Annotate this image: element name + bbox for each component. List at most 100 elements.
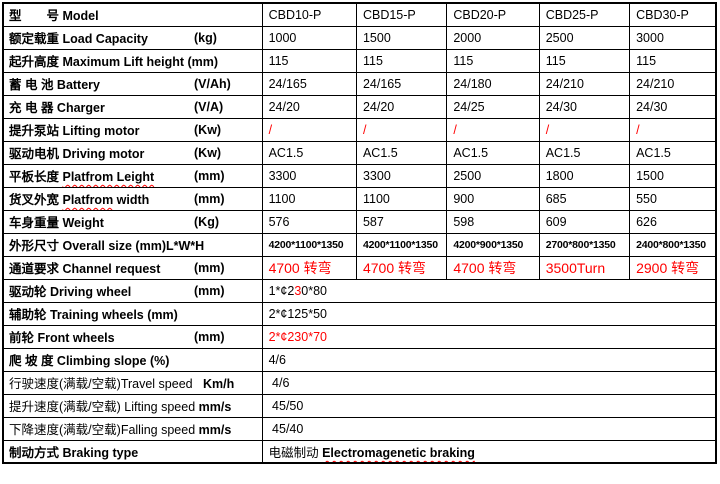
value-weight-col3: 598 [446, 209, 540, 234]
value-platform-width-col3: 900 [446, 186, 540, 211]
row-label-text: 前轮 Front wheels [9, 331, 115, 345]
row-unit: (mm) [194, 283, 225, 298]
value-lift-height-col1: 115 [261, 48, 357, 73]
row-unit: (mm) [194, 329, 225, 344]
row-unit: (mm) [194, 260, 225, 275]
row-label-lift-height: 起升高度 Maximum Lift height (mm) [2, 48, 263, 73]
row-label-text: 外形尺寸 Overall size (mm)L*W*H [9, 239, 205, 253]
value-channel-request-col1: 4700 转弯 [261, 255, 357, 280]
value-lifting-motor-col4: / [538, 117, 631, 142]
value-lift-height-col3: 115 [446, 48, 540, 73]
row-label-text: 额定载重 Load Capacity [9, 32, 148, 46]
value-lifting-motor-col5: / [629, 117, 717, 142]
row-label-text: 爬 坡 度 Climbing slope (%) [9, 354, 170, 368]
row-label-front-wheels: 前轮 Front wheels (mm) [2, 324, 263, 349]
row-label-text: 制动方式 Braking type [9, 445, 139, 460]
value-falling-speed: 45/40 [261, 416, 717, 441]
value-lifting-speed: 45/50 [261, 393, 717, 418]
value-channel-request-col3: 4700 转弯 [446, 255, 540, 280]
value-platform-width-col5: 550 [629, 186, 717, 211]
row-label-text: 平板长度 Platfrom Leight [9, 170, 155, 184]
value-weight-col5: 626 [629, 209, 717, 234]
table-row-falling-speed: 下降速度(满载/空载)Falling speed mm/s 45/40 [2, 416, 717, 441]
value-lift-height-col2: 115 [355, 48, 448, 73]
value-charger-col3: 24/25 [446, 94, 540, 119]
value-platform-width-col1: 1100 [261, 186, 357, 211]
value-platform-length-col4: 1800 [538, 163, 631, 188]
value-battery-col3: 24/180 [446, 71, 540, 96]
table-row-driving-wheel: 驱动轮 Driving wheel (mm) 1*¢230*80 [2, 278, 717, 303]
value-platform-length-col5: 1500 [629, 163, 717, 188]
value-platform-length-col2: 3300 [355, 163, 448, 188]
value-front-wheels: 2*¢230*70 [261, 324, 717, 349]
value-charger-col4: 24/30 [538, 94, 631, 119]
table-row-platform-width: 货叉外宽 Platfrom width (mm) 1100 1100 900 685 550 [2, 186, 717, 211]
row-label-text: 起升高度 Maximum Lift height (mm) [9, 55, 219, 69]
table-row-travel-speed: 行驶速度(满载/空载)Travel speed Km/h 4/6 [2, 370, 717, 395]
row-label-platform-width: 货叉外宽 Platfrom width (mm) [2, 186, 263, 211]
table-row-platform-length: 平板长度 Platfrom Leight (mm) 3300 3300 2500 1800… [2, 163, 717, 188]
value-model-col1: CBD10-P [261, 2, 357, 27]
value-lifting-motor-col3: / [446, 117, 540, 142]
value-load-capacity-col2: 1500 [355, 25, 448, 50]
value-channel-request-col2: 4700 转弯 [355, 255, 448, 280]
row-label-text: 驱动电机 Driving motor [9, 147, 145, 161]
value-charger-col1: 24/20 [261, 94, 357, 119]
value-model-col2: CBD15-P [355, 2, 448, 27]
row-label-text: 车身重量 Weight [9, 216, 104, 230]
value-load-capacity-col1: 1000 [261, 25, 357, 50]
row-label-text: 下降速度(满载/空载)Falling speed mm/s [9, 423, 232, 437]
value-model-col3: CBD20-P [446, 2, 540, 27]
value-charger-col2: 24/20 [355, 94, 448, 119]
value-platform-length-col1: 3300 [261, 163, 357, 188]
value-weight-col4: 609 [538, 209, 631, 234]
value-travel-speed: 4/6 [261, 370, 717, 395]
row-unit: (V/A) [194, 99, 224, 114]
value-battery-col5: 24/210 [629, 71, 717, 96]
row-unit: (mm) [194, 168, 225, 183]
value-overall-size-col1: 4200*1100*1350 [261, 232, 357, 257]
value-platform-width-col4: 685 [538, 186, 631, 211]
row-label-text: 驱动轮 Driving wheel [9, 285, 132, 299]
value-lift-height-col4: 115 [538, 48, 631, 73]
value-lifting-motor-col2: / [355, 117, 448, 142]
row-label-model: 型 号 Model [2, 2, 263, 27]
row-label-text: 提升速度(满载/空载) Lifting speed mm/s [9, 400, 232, 414]
table-row-model: 型 号 Model CBD10-P CBD15-P CBD20-P CBD25-P CBD… [2, 2, 717, 27]
value-driving-motor-col3: AC1.5 [446, 140, 540, 165]
value-channel-request-col5: 2900 转弯 [629, 255, 717, 280]
row-label-text: 蓄 电 池 Battery [9, 78, 100, 92]
value-lifting-motor-col1: / [261, 117, 357, 142]
row-label-platform-length: 平板长度 Platfrom Leight (mm) [2, 163, 263, 188]
value-load-capacity-col5: 3000 [629, 25, 717, 50]
row-label-lifting-speed: 提升速度(满载/空载) Lifting speed mm/s [2, 393, 263, 418]
row-unit: (V/Ah) [194, 76, 231, 91]
value-training-wheels: 2*¢125*50 [261, 301, 717, 326]
row-unit: (Kg) [194, 214, 219, 229]
table-row-lifting-speed: 提升速度(满载/空载) Lifting speed mm/s 45/50 [2, 393, 717, 418]
row-label-text: 提升泵站 Lifting motor [9, 124, 140, 138]
row-label-charger: 充 电 器 Charger (V/A) [2, 94, 263, 119]
row-label-text: 货叉外宽 Platfrom width [9, 193, 150, 207]
value-channel-request-col4: 3500Turn [538, 255, 631, 280]
table-row-driving-motor: 驱动电机 Driving motor (Kw) AC1.5 AC1.5 AC1.5 AC1… [2, 140, 717, 165]
row-label-overall-size: 外形尺寸 Overall size (mm)L*W*H [2, 232, 263, 257]
value-climbing-slope: 4/6 [261, 347, 717, 372]
row-label-text: 型 号 Model [9, 9, 99, 24]
row-unit: (mm) [194, 191, 225, 206]
value-driving-motor-col2: AC1.5 [355, 140, 448, 165]
value-driving-motor-col1: AC1.5 [261, 140, 357, 165]
row-label-text: 通道要求 Channel request [9, 262, 161, 276]
row-label-lifting-motor: 提升泵站 Lifting motor (Kw) [2, 117, 263, 142]
value-lift-height-col5: 115 [629, 48, 717, 73]
row-label-load-capacity: 额定载重 Load Capacity (kg) [2, 25, 263, 50]
value-load-capacity-col3: 2000 [446, 25, 540, 50]
row-label-climbing-slope: 爬 坡 度 Climbing slope (%) [2, 347, 263, 372]
value-weight-col2: 587 [355, 209, 448, 234]
table-row-lift-height: 起升高度 Maximum Lift height (mm) 115 115 115 11… [2, 48, 717, 73]
row-label-weight: 车身重量 Weight (Kg) [2, 209, 263, 234]
value-model-col5: CBD30-P [629, 2, 717, 27]
table-row-lifting-motor: 提升泵站 Lifting motor (Kw) / / / / / [2, 117, 717, 142]
row-unit: (Kw) [194, 145, 222, 160]
